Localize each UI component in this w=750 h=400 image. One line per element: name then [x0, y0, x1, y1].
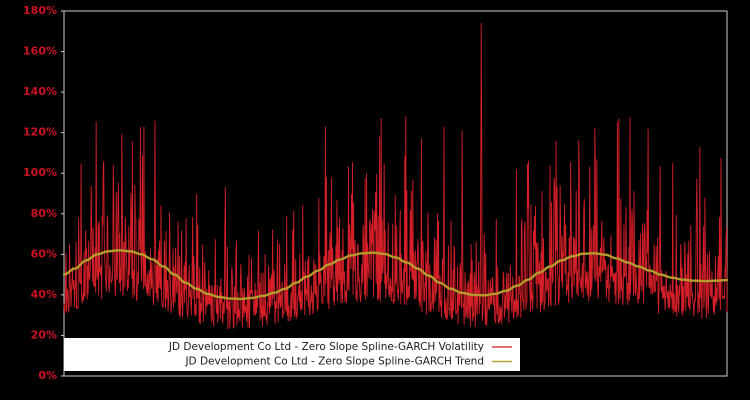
chart-legend[interactable]: JD Development Co Ltd - Zero Slope Splin… — [64, 338, 520, 371]
y-axis-tick-label: 40% — [31, 288, 57, 301]
trend-series-line — [62, 249, 729, 301]
y-axis-tick-label: 0% — [38, 369, 57, 382]
y-axis-tick-label: 120% — [23, 126, 57, 139]
legend-item-label[interactable]: JD Development Co Ltd - Zero Slope Splin… — [184, 356, 484, 368]
y-axis-tick-label: 100% — [23, 166, 57, 179]
y-axis-tick-label: 140% — [23, 85, 57, 98]
volatility-series-line — [63, 23, 728, 330]
plot-area-frame — [63, 10, 728, 377]
y-axis-tick-label: 80% — [31, 207, 57, 220]
legend-item-label[interactable]: JD Development Co Ltd - Zero Slope Splin… — [168, 341, 484, 353]
y-axis-tick-label: 20% — [31, 328, 57, 341]
y-axis-tick-label: 60% — [31, 247, 57, 260]
y-axis-tick-label: 180% — [23, 4, 57, 17]
y-axis-tick-label: 160% — [23, 45, 57, 58]
data-series-group — [62, 23, 729, 330]
legend-background — [64, 338, 520, 371]
y-axis-tick-labels: 180% 160% 140% 120% 100% 80% 60% 40% 20% 0% — [23, 4, 64, 382]
